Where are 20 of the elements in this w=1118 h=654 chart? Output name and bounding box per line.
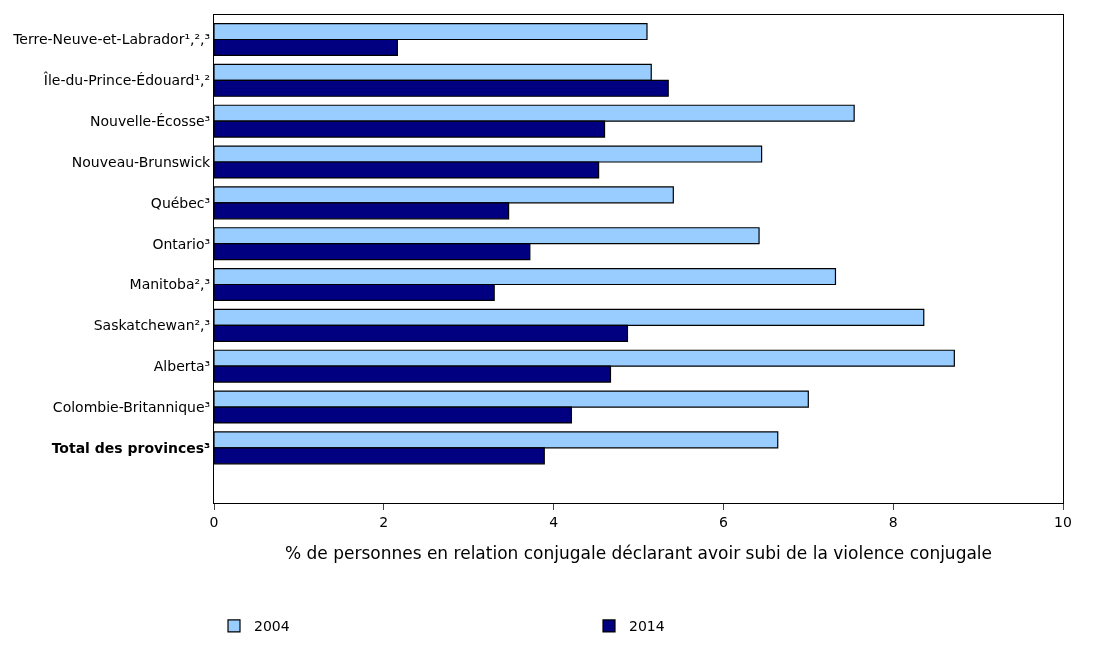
y-tick-label: Manitoba²,³ xyxy=(129,276,211,293)
y-tick-label: Total des provinces³ xyxy=(51,439,211,456)
legend-label: 2004 xyxy=(254,618,290,635)
x-tick-label: 8 xyxy=(888,513,898,530)
y-tick-label: Alberta³ xyxy=(153,358,211,375)
x-tick-label: 4 xyxy=(549,513,559,530)
y-tick-label: Québec³ xyxy=(150,194,211,211)
y-tick-label: Nouveau-Brunswick xyxy=(71,153,212,170)
x-tick-label: 6 xyxy=(718,513,728,530)
y-tick-label: Nouvelle-Écosse³ xyxy=(90,113,211,130)
y-tick-label: Terre-Neuve-et-Labrador¹,²,³ xyxy=(12,31,211,48)
x-tick-label: 0 xyxy=(209,513,219,530)
legend-label: 2014 xyxy=(629,618,665,635)
x-tick-label: 2 xyxy=(379,513,389,530)
y-tick-label: Île-du-Prince-Édouard¹,² xyxy=(42,71,211,89)
x-tick-label: 10 xyxy=(1054,513,1072,530)
x-axis-title: % de personnes en relation conjugale déclarant avoir subi de la violence conjugale xyxy=(284,543,993,564)
y-tick-label: Saskatchewan²,³ xyxy=(93,317,211,334)
y-tick-label: Ontario³ xyxy=(152,235,211,252)
y-tick-label: Colombie-Britannique³ xyxy=(52,398,211,415)
